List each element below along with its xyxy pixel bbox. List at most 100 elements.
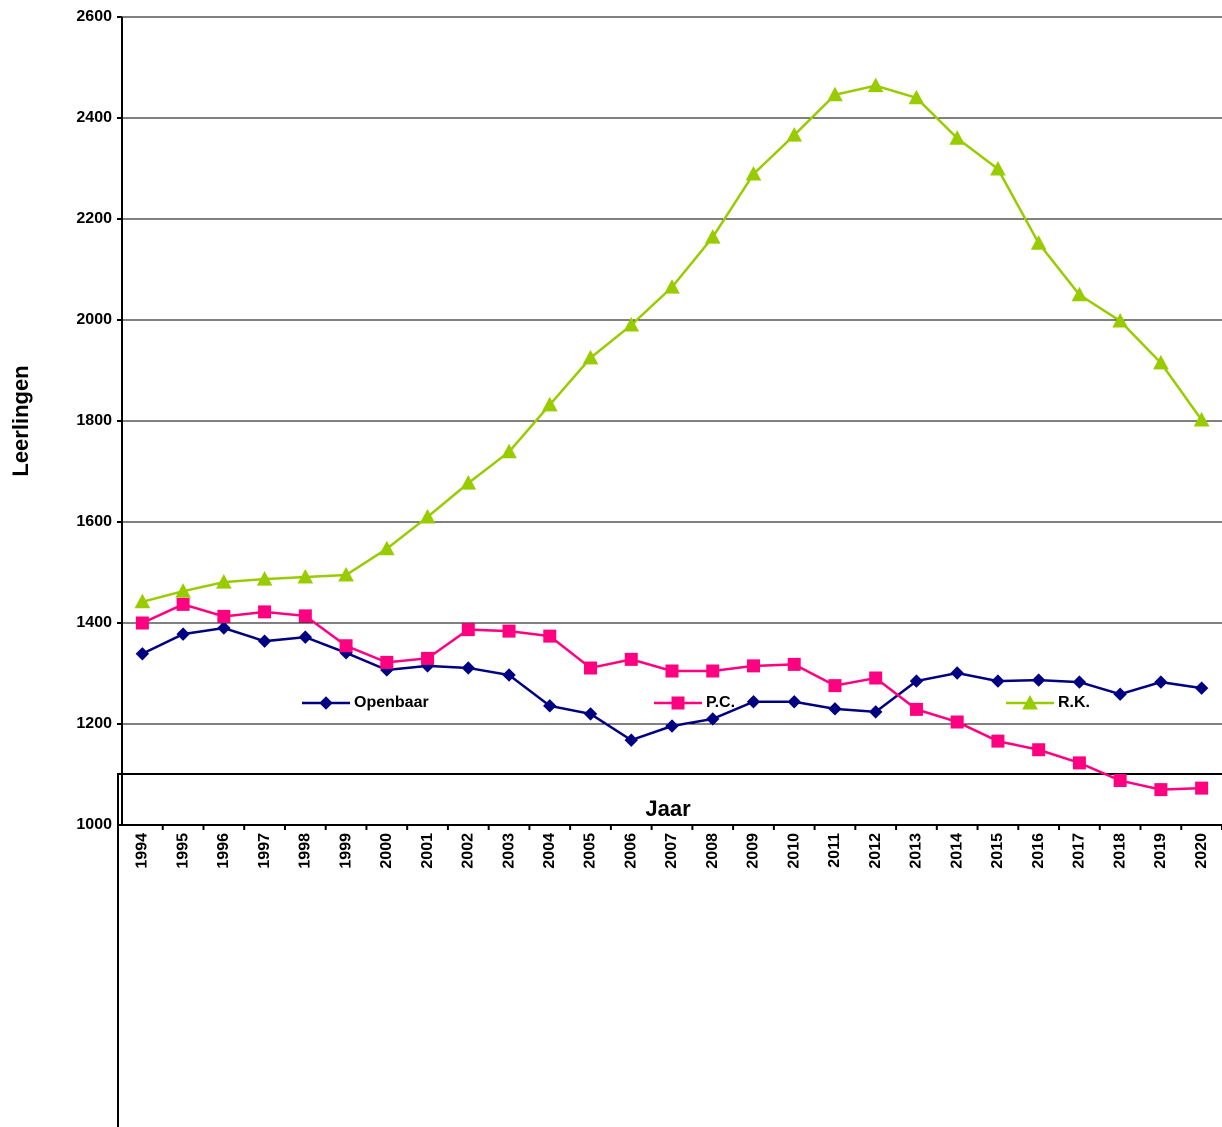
data-point <box>298 630 313 644</box>
data-point <box>421 651 435 665</box>
x-tick-label: 1995 <box>174 833 191 869</box>
x-tick-label: 2019 <box>1152 833 1169 869</box>
data-point <box>745 166 762 181</box>
y-tick-label: 1800 <box>76 412 112 429</box>
x-tick-label: 2010 <box>785 833 802 869</box>
x-tick-label: 2000 <box>378 833 395 869</box>
y-tick-label: 2200 <box>76 210 112 227</box>
data-point <box>339 639 353 653</box>
y-tick-label: 1000 <box>76 816 112 833</box>
data-point <box>746 659 760 673</box>
data-point <box>583 707 598 721</box>
data-point <box>258 605 272 619</box>
x-tick-label: 2006 <box>622 833 639 869</box>
data-point <box>297 568 314 584</box>
data-point <box>704 229 721 244</box>
data-point <box>664 279 680 294</box>
data-point <box>950 666 964 680</box>
data-point <box>502 624 516 638</box>
x-tick-label: 2020 <box>1193 833 1210 869</box>
data-point <box>256 571 273 586</box>
data-point <box>176 597 190 611</box>
x-tick-label: 1996 <box>215 833 232 869</box>
y-tick-label: 2000 <box>76 311 112 328</box>
data-point <box>990 160 1006 176</box>
data-point <box>1072 675 1087 689</box>
data-point <box>623 316 640 332</box>
data-point <box>706 664 720 678</box>
data-point <box>827 86 843 102</box>
data-point <box>746 695 761 709</box>
data-point <box>787 657 801 671</box>
data-point <box>378 540 395 556</box>
x-tick-label: 2015 <box>989 833 1006 869</box>
x-tick-label: 2013 <box>908 833 925 869</box>
data-point <box>543 629 557 643</box>
data-point <box>584 661 598 675</box>
data-point <box>419 508 436 524</box>
data-point <box>543 699 557 713</box>
data-point <box>624 652 638 666</box>
x-tick-label: 2008 <box>704 833 721 869</box>
data-point <box>135 647 150 661</box>
data-point <box>869 671 883 685</box>
x-axis-title: Jaar <box>645 796 691 821</box>
data-point <box>176 627 190 641</box>
legend-marker <box>671 696 685 710</box>
data-point <box>991 674 1005 688</box>
data-point <box>501 443 517 459</box>
x-tick-label: 2014 <box>948 833 965 869</box>
data-point <box>502 668 516 682</box>
legend-label: R.K. <box>1058 694 1090 711</box>
data-point <box>1030 235 1047 250</box>
data-point <box>787 695 801 709</box>
data-point <box>1031 673 1046 687</box>
data-point <box>867 77 884 93</box>
data-point <box>624 733 638 747</box>
data-point <box>909 702 923 716</box>
data-point <box>338 566 354 582</box>
x-tick-label: 2005 <box>582 833 599 869</box>
legend-label: Openbaar <box>354 694 429 711</box>
data-point <box>1113 774 1127 788</box>
x-tick-label: 2012 <box>867 833 884 869</box>
x-tick-label: 2002 <box>460 833 477 869</box>
y-tick-label: 1600 <box>76 513 112 530</box>
data-point <box>461 623 475 637</box>
data-point <box>175 583 191 598</box>
data-point <box>217 621 231 635</box>
x-tick-label: 1998 <box>297 833 314 869</box>
data-point <box>257 634 272 648</box>
data-point <box>582 349 599 365</box>
x-tick-label: 2017 <box>1071 833 1088 869</box>
data-point <box>950 715 964 729</box>
legend-label: P.C. <box>706 694 735 711</box>
y-tick-label: 1200 <box>76 715 112 732</box>
data-point <box>665 664 679 678</box>
x-tick-label: 2011 <box>826 833 843 868</box>
legend-box <box>117 773 1222 1127</box>
y-axis-title: Leerlingen <box>8 365 33 476</box>
data-point <box>216 574 232 589</box>
data-point <box>134 593 151 609</box>
data-point <box>1071 286 1088 302</box>
data-point <box>1193 411 1210 427</box>
data-point <box>949 130 966 145</box>
data-point <box>828 702 842 716</box>
x-tick-label: 2007 <box>663 833 680 869</box>
x-tick-label: 2004 <box>541 833 558 869</box>
data-point <box>665 719 679 733</box>
legend-marker <box>1022 694 1038 710</box>
y-tick-label: 2400 <box>76 109 112 126</box>
data-point <box>706 712 720 726</box>
x-tick-label: 2016 <box>1030 833 1047 869</box>
data-point <box>868 705 883 719</box>
data-point <box>1072 756 1086 770</box>
data-point <box>908 89 925 105</box>
data-point <box>828 679 842 693</box>
x-tick-label: 1997 <box>256 833 273 869</box>
series-line <box>142 84 1203 603</box>
data-point <box>541 396 558 412</box>
x-tick-label: 2018 <box>1111 833 1128 869</box>
